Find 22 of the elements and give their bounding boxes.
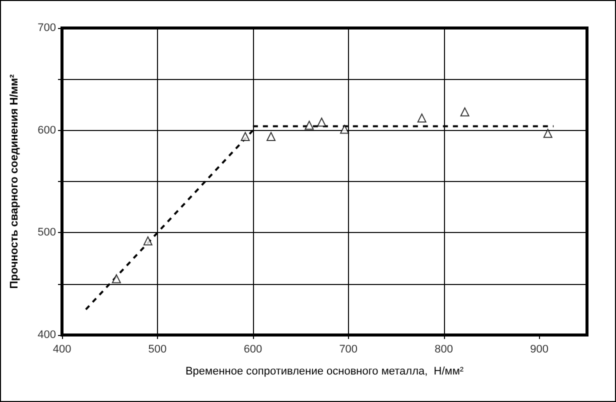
- y-tick-label: 500: [38, 226, 56, 239]
- point: [340, 124, 350, 134]
- point: [543, 128, 552, 138]
- point: [112, 274, 121, 284]
- point: [266, 132, 276, 141]
- point: [304, 120, 314, 130]
- x-tick-label: 700: [339, 344, 358, 356]
- x-tick-label: 800: [434, 344, 453, 356]
- point: [143, 236, 152, 246]
- x-tick-label: 500: [148, 344, 167, 356]
- point: [317, 118, 326, 127]
- point: [240, 132, 250, 141]
- y-axis-title: Прочность сварного соединения Н/мм²: [8, 74, 20, 289]
- point: [460, 107, 470, 116]
- x-axis-title: Временное сопротивление основного металла, Н/мм²: [185, 366, 464, 378]
- x-tick-label: 600: [244, 344, 262, 356]
- x-tick-label: 400: [52, 344, 72, 356]
- y-tick-label: 700: [38, 22, 56, 34]
- point: [417, 114, 426, 123]
- y-tick-label: 400: [38, 329, 56, 341]
- y-tick-label: 600: [38, 124, 56, 136]
- x-tick-label: 900: [530, 344, 548, 356]
